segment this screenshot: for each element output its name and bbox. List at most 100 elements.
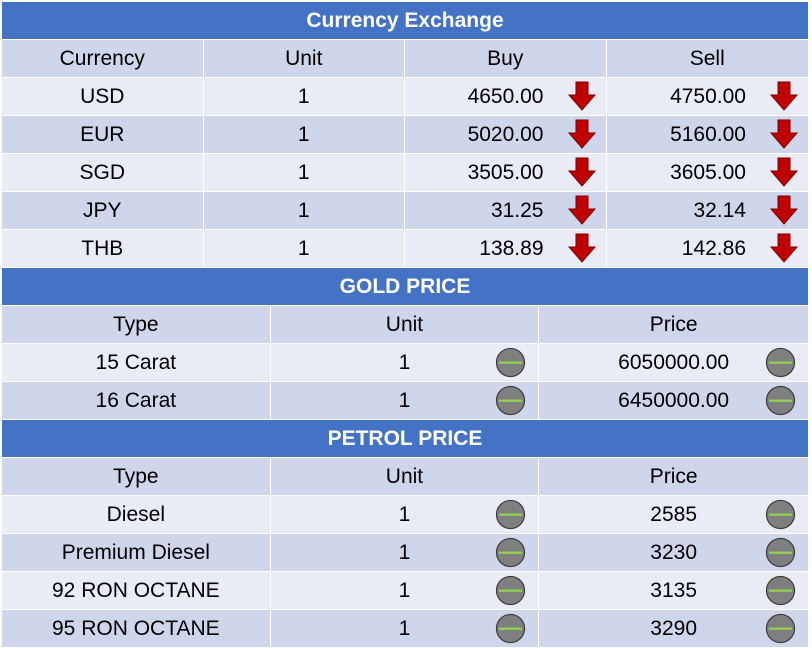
gold-type: 15 Carat xyxy=(2,344,271,381)
petrol-price-text: 3230 xyxy=(650,540,697,564)
petrol-type-text: 95 RON OCTANE xyxy=(52,616,220,640)
currency-code: USD xyxy=(2,78,204,115)
currency-unit-text: 1 xyxy=(297,160,310,184)
gold-type: 16 Carat xyxy=(2,382,271,419)
gold-price-text: 6050000.00 xyxy=(618,350,730,374)
currency-buy: 4650.00 xyxy=(405,78,607,115)
arrow-down-icon xyxy=(768,194,800,226)
sell-rate: 4750.00 xyxy=(670,84,746,108)
currency-unit: 1 xyxy=(203,116,405,153)
petrol-header-type: Type xyxy=(2,458,271,495)
buy-rate: 4650.00 xyxy=(467,84,544,108)
petrol-price: 2585 xyxy=(539,496,808,533)
currency-buy: 31.25 xyxy=(405,192,607,229)
currency-code-text: SGD xyxy=(79,160,125,184)
currency-header-currency: Currency xyxy=(2,40,204,77)
petrol-type: Diesel xyxy=(2,496,271,533)
gold-header-type: Type xyxy=(2,306,271,343)
gold-unit: 1 xyxy=(270,344,540,381)
petrol-unit: 1 xyxy=(270,496,540,533)
arrow-down-icon xyxy=(768,118,800,150)
currency-unit: 1 xyxy=(203,230,405,267)
currency-sell: 32.14 xyxy=(606,192,808,229)
arrow-down-icon xyxy=(566,194,598,226)
currency-sell: 3605.00 xyxy=(606,154,808,191)
petrol-type: 95 RON OCTANE xyxy=(2,610,271,647)
petrol-unit: 1 xyxy=(270,610,540,647)
currency-header-row: Currency Unit Buy Sell xyxy=(2,40,808,78)
currency-code-text: EUR xyxy=(80,122,125,146)
petrol-unit-text: 1 xyxy=(398,578,411,602)
no-change-icon xyxy=(495,499,526,530)
currency-exchange-title: Currency Exchange xyxy=(2,2,808,40)
currency-unit-text: 1 xyxy=(297,198,310,222)
petrol-unit-text: 1 xyxy=(398,502,411,526)
currency-code: SGD xyxy=(2,154,204,191)
no-change-icon xyxy=(495,575,526,606)
sell-rate: 142.86 xyxy=(681,236,746,260)
petrol-unit-text: 1 xyxy=(398,616,411,640)
gold-price: 6050000.00 xyxy=(539,344,808,381)
no-change-icon xyxy=(765,575,796,606)
currency-header-buy: Buy xyxy=(405,40,607,77)
sell-rate: 3605.00 xyxy=(670,160,746,184)
petrol-price-text: 3290 xyxy=(650,616,697,640)
no-change-icon xyxy=(765,347,796,378)
sell-rate: 5160.00 xyxy=(670,122,746,146)
gold-row: 15 Carat 1 6050000.00 xyxy=(2,344,808,382)
currency-code: JPY xyxy=(2,192,204,229)
currency-unit-text: 1 xyxy=(297,122,310,146)
petrol-row: 95 RON OCTANE 1 3290 xyxy=(2,610,808,648)
no-change-icon xyxy=(495,385,526,416)
buy-rate: 31.25 xyxy=(490,198,544,222)
petrol-price-text: 2585 xyxy=(650,502,697,526)
petrol-type: Premium Diesel xyxy=(2,534,271,571)
arrow-down-icon xyxy=(566,232,598,264)
currency-sell: 5160.00 xyxy=(606,116,808,153)
petrol-price-title: PETROL PRICE xyxy=(2,420,808,458)
buy-rate: 5020.00 xyxy=(467,122,544,146)
petrol-row: 92 RON OCTANE 1 3135 xyxy=(2,572,808,610)
buy-rate: 3505.00 xyxy=(467,160,544,184)
gold-unit: 1 xyxy=(270,382,540,419)
currency-code-text: THB xyxy=(81,236,124,260)
currency-unit: 1 xyxy=(203,192,405,229)
petrol-row: Diesel 1 2585 xyxy=(2,496,808,534)
gold-unit-text: 1 xyxy=(398,388,411,412)
petrol-header-row: Type Unit Price xyxy=(2,458,808,496)
currency-unit: 1 xyxy=(203,154,405,191)
currency-code: EUR xyxy=(2,116,204,153)
currency-buy: 138.89 xyxy=(405,230,607,267)
currency-row: THB 1 138.89 142.86 xyxy=(2,230,808,268)
currency-code: THB xyxy=(2,230,204,267)
arrow-down-icon xyxy=(566,156,598,188)
currency-sell: 4750.00 xyxy=(606,78,808,115)
petrol-unit-text: 1 xyxy=(398,540,411,564)
gold-type-text: 15 Carat xyxy=(95,350,177,374)
no-change-icon xyxy=(495,537,526,568)
petrol-type: 92 RON OCTANE xyxy=(2,572,271,609)
arrow-down-icon xyxy=(566,118,598,150)
currency-row: JPY 1 31.25 32.14 xyxy=(2,192,808,230)
currency-row: SGD 1 3505.00 3605.00 xyxy=(2,154,808,192)
currency-unit-text: 1 xyxy=(297,84,310,108)
currency-code-text: JPY xyxy=(82,198,122,222)
gold-header-row: Type Unit Price xyxy=(2,306,808,344)
petrol-type-text: Premium Diesel xyxy=(61,540,210,564)
currency-sell: 142.86 xyxy=(606,230,808,267)
gold-price-text: 6450000.00 xyxy=(618,388,730,412)
arrow-down-icon xyxy=(768,80,800,112)
no-change-icon xyxy=(765,385,796,416)
no-change-icon xyxy=(495,613,526,644)
petrol-header-unit: Unit xyxy=(270,458,540,495)
arrow-down-icon xyxy=(566,80,598,112)
arrow-down-icon xyxy=(768,156,800,188)
gold-price: 6450000.00 xyxy=(539,382,808,419)
currency-buy: 3505.00 xyxy=(405,154,607,191)
no-change-icon xyxy=(495,347,526,378)
petrol-price: 3135 xyxy=(539,572,808,609)
no-change-icon xyxy=(765,613,796,644)
petrol-header-price: Price xyxy=(539,458,808,495)
gold-header-unit: Unit xyxy=(270,306,540,343)
